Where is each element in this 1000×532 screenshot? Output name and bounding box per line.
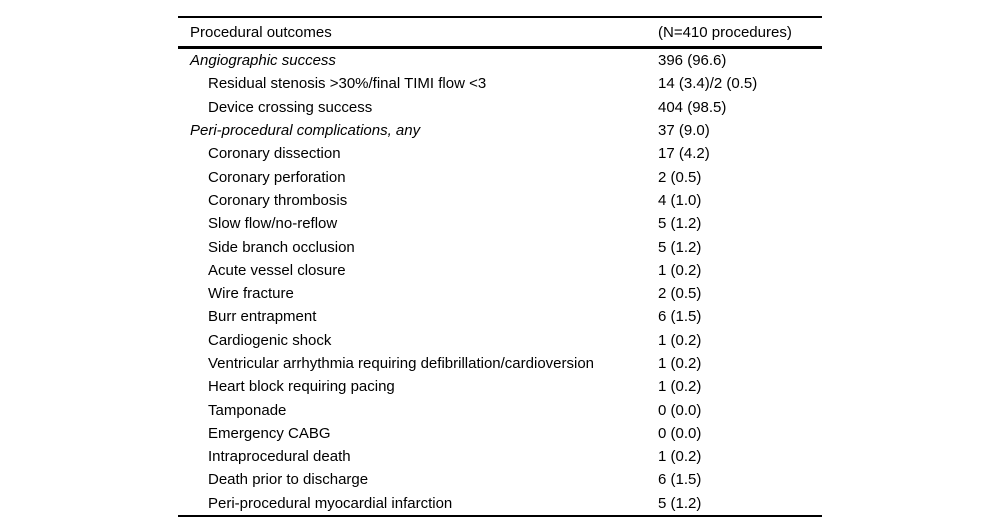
row-value: 5 (1.2) bbox=[658, 238, 702, 256]
row-label: Heart block requiring pacing bbox=[208, 378, 395, 396]
table-bottom-rule bbox=[178, 514, 822, 517]
table-row: Coronary perforation 2 (0.5) bbox=[178, 165, 822, 188]
row-value: 37 (9.0) bbox=[658, 122, 710, 140]
row-value: 1 (0.2) bbox=[658, 331, 702, 349]
table-row: Intraprocedural death 1 (0.2) bbox=[178, 445, 822, 468]
table-row: Heart block requiring pacing 1 (0.2) bbox=[178, 375, 822, 398]
table-header-row: Procedural outcomes (N=410 procedures) bbox=[178, 18, 822, 46]
row-label: Coronary perforation bbox=[208, 168, 346, 186]
row-value: 1 (0.2) bbox=[658, 261, 702, 279]
table-row: Coronary dissection 17 (4.2) bbox=[178, 142, 822, 165]
row-label: Intraprocedural death bbox=[208, 448, 351, 466]
row-value: 1 (0.2) bbox=[658, 448, 702, 466]
row-value: 396 (96.6) bbox=[658, 52, 727, 70]
row-label: Side branch occlusion bbox=[208, 238, 355, 256]
table-row: Death prior to discharge 6 (1.5) bbox=[178, 468, 822, 491]
table-row: Peri-procedural myocardial infarction 5 … bbox=[178, 492, 822, 515]
row-label: Residual stenosis >30%/final TIMI flow <… bbox=[208, 75, 487, 93]
table-row: Burr entrapment 6 (1.5) bbox=[178, 305, 822, 328]
row-value: 4 (1.0) bbox=[658, 191, 702, 209]
row-value: 404 (98.5) bbox=[658, 98, 727, 116]
row-value: 6 (1.5) bbox=[658, 471, 702, 489]
row-label: Emergency CABG bbox=[208, 424, 331, 442]
row-label: Slow flow/no-reflow bbox=[208, 215, 338, 233]
table-row: Wire fracture 2 (0.5) bbox=[178, 282, 822, 305]
row-label: Peri-procedural myocardial infarction bbox=[208, 494, 453, 512]
procedural-outcomes-table: Procedural outcomes (N=410 procedures) A… bbox=[178, 16, 822, 517]
row-value: 2 (0.5) bbox=[658, 168, 702, 186]
row-value: 2 (0.5) bbox=[658, 285, 702, 303]
row-value: 0 (0.0) bbox=[658, 401, 702, 419]
row-value: 6 (1.5) bbox=[658, 308, 702, 326]
row-label: Death prior to discharge bbox=[208, 471, 369, 489]
row-label: Tamponade bbox=[208, 401, 287, 419]
table-row: Device crossing success 404 (98.5) bbox=[178, 96, 822, 119]
table-row: Emergency CABG 0 (0.0) bbox=[178, 422, 822, 445]
table-row: Tamponade 0 (0.0) bbox=[178, 398, 822, 421]
row-label: Device crossing success bbox=[208, 98, 373, 116]
row-label: Acute vessel closure bbox=[208, 261, 346, 279]
row-value: 0 (0.0) bbox=[658, 424, 702, 442]
row-label: Wire fracture bbox=[208, 285, 294, 303]
row-label: Burr entrapment bbox=[208, 308, 317, 326]
table-row: Angiographic success 396 (96.6) bbox=[178, 49, 822, 72]
table-row: Cardiogenic shock 1 (0.2) bbox=[178, 329, 822, 352]
row-label: Coronary dissection bbox=[208, 145, 341, 163]
table-header-rule bbox=[178, 46, 822, 49]
row-value: 14 (3.4)/2 (0.5) bbox=[658, 75, 758, 93]
row-value: 1 (0.2) bbox=[658, 378, 702, 396]
table-row: Slow flow/no-reflow 5 (1.2) bbox=[178, 212, 822, 235]
row-label: Cardiogenic shock bbox=[208, 331, 332, 349]
row-label: Coronary thrombosis bbox=[208, 191, 348, 209]
table-row: Residual stenosis >30%/final TIMI flow <… bbox=[178, 72, 822, 95]
row-label: Angiographic success bbox=[190, 52, 336, 70]
row-value: 17 (4.2) bbox=[658, 145, 710, 163]
row-label: Peri-procedural complications, any bbox=[190, 122, 421, 140]
table-top-rule bbox=[178, 16, 822, 18]
table-header-value: (N=410 procedures) bbox=[658, 23, 792, 41]
table-body: Angiographic success 396 (96.6) Residual… bbox=[178, 49, 822, 515]
table-row: Coronary thrombosis 4 (1.0) bbox=[178, 189, 822, 212]
table-row: Peri-procedural complications, any 37 (9… bbox=[178, 119, 822, 142]
table-row: Side branch occlusion 5 (1.2) bbox=[178, 235, 822, 258]
row-value: 5 (1.2) bbox=[658, 215, 702, 233]
table-row: Acute vessel closure 1 (0.2) bbox=[178, 259, 822, 282]
row-value: 1 (0.2) bbox=[658, 355, 702, 372]
row-value: 5 (1.2) bbox=[658, 494, 702, 512]
table-row: Ventricular arrhythmia requiring defibri… bbox=[178, 352, 822, 375]
table-header-label: Procedural outcomes bbox=[190, 23, 332, 41]
row-label: Ventricular arrhythmia requiring defibri… bbox=[208, 355, 595, 372]
